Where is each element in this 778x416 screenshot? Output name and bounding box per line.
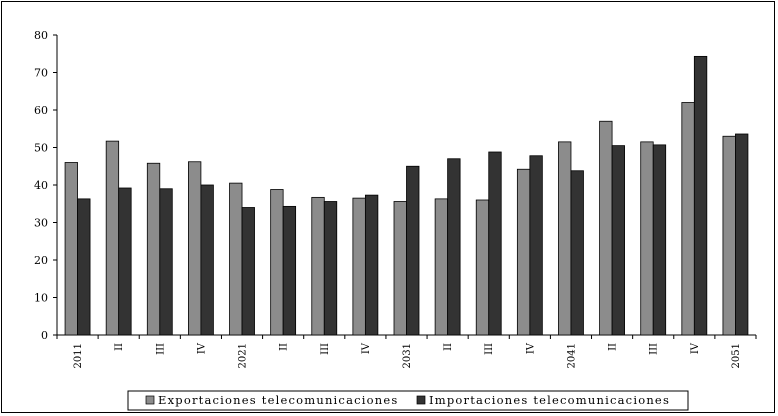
bars — [64, 55, 749, 336]
bar-exportaciones — [188, 161, 202, 336]
bar-importaciones — [735, 133, 749, 336]
bar-importaciones — [159, 188, 173, 336]
bar-exportaciones — [722, 135, 736, 336]
bar-exportaciones — [558, 141, 572, 336]
bar-exportaciones — [434, 198, 449, 336]
x-tick-label: II — [608, 343, 619, 351]
bar-exportaciones — [352, 197, 366, 336]
x-tick-label: III — [155, 343, 166, 355]
x-tick-label: 2021 — [238, 343, 249, 368]
y-tick-label: 20 — [34, 254, 48, 267]
bar-importaciones — [323, 201, 338, 336]
legend-label-importaciones: Importaciones telecomunicaciones — [429, 393, 670, 407]
bar-exportaciones — [311, 196, 325, 336]
y-tick-label: 10 — [34, 292, 48, 305]
y-tick-label: 80 — [34, 29, 48, 42]
bar-importaciones — [406, 165, 420, 336]
y-tick-label: 0 — [41, 329, 48, 342]
y-tick-label: 50 — [34, 142, 48, 155]
bar-importaciones — [241, 207, 255, 336]
y-axis-ticks: 0 10 20 30 40 50 60 70 80 — [34, 29, 57, 342]
x-tick-label: IV — [690, 342, 701, 354]
bar-exportaciones — [599, 120, 613, 336]
bar-exportaciones — [270, 189, 284, 336]
bar-exportaciones — [229, 182, 243, 336]
bar-importaciones — [611, 145, 625, 336]
bar-importaciones — [652, 144, 667, 336]
legend-label-exportaciones: Exportaciones telecomunicaciones — [158, 393, 398, 407]
bar-importaciones — [77, 198, 91, 336]
legend-box — [127, 390, 689, 411]
y-tick-label: 30 — [34, 217, 48, 230]
x-tick-label: III — [320, 343, 331, 355]
x-tick-label: IV — [525, 342, 536, 354]
bar-exportaciones — [146, 162, 161, 336]
legend: Exportaciones telecomunicaciones Importa… — [127, 390, 689, 411]
legend-swatch-importaciones — [416, 395, 426, 405]
x-tick-label: 2011 — [73, 343, 84, 368]
bar-exportaciones — [64, 162, 78, 336]
legend-swatch-exportaciones — [145, 395, 155, 405]
bar-importaciones — [364, 194, 379, 336]
bar-exportaciones — [640, 141, 654, 336]
x-tick-label: 2051 — [731, 343, 742, 368]
y-tick-label: 60 — [34, 104, 48, 117]
x-tick-label: IV — [361, 342, 372, 354]
bar-exportaciones — [681, 102, 695, 336]
x-tick-label: II — [279, 343, 290, 351]
x-axis-ticks: 2011 II III IV 2021 II III IV 2031 II III IV 2041 II I… — [56, 335, 757, 368]
bar-exportaciones — [516, 168, 531, 336]
x-tick-label: II — [443, 343, 454, 351]
x-tick-label: III — [649, 343, 660, 355]
bar-importaciones — [488, 151, 502, 336]
bar-importaciones — [570, 170, 584, 336]
bar-importaciones — [282, 205, 297, 336]
bar-exportaciones — [475, 199, 490, 336]
x-tick-label: III — [484, 343, 495, 355]
bar-exportaciones — [393, 201, 407, 336]
x-tick-label: IV — [196, 342, 207, 354]
y-tick-label: 40 — [34, 179, 48, 192]
bar-importaciones — [118, 187, 132, 336]
x-tick-label: 2031 — [402, 343, 413, 368]
bar-exportaciones — [105, 140, 120, 336]
bar-importaciones — [693, 55, 708, 336]
x-tick-label: II — [114, 343, 125, 351]
bar-importaciones — [529, 155, 543, 336]
bar-importaciones — [200, 184, 214, 336]
bar-importaciones — [447, 158, 461, 336]
x-tick-label: 2041 — [566, 343, 577, 368]
y-tick-label: 70 — [34, 67, 48, 80]
